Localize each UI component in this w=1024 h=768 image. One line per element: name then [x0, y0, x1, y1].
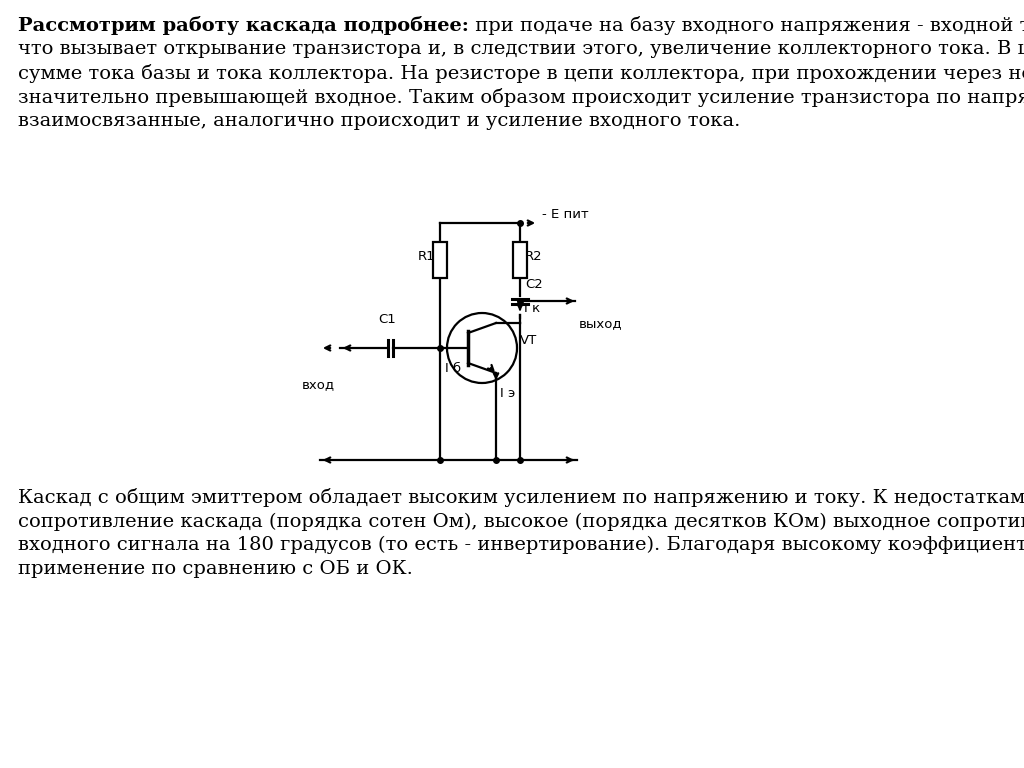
Text: I б: I б — [445, 362, 461, 375]
Text: взаимосвязанные, аналогично происходит и усиление входного тока.: взаимосвязанные, аналогично происходит и… — [18, 112, 740, 130]
Text: применение по сравнению с ОБ и ОК.: применение по сравнению с ОБ и ОК. — [18, 560, 413, 578]
Text: входного сигнала на 180 градусов (то есть - инвертирование). Благодаря высокому : входного сигнала на 180 градусов (то ест… — [18, 536, 1024, 554]
Text: - Е пит: - Е пит — [542, 208, 589, 221]
Text: R1: R1 — [418, 250, 435, 263]
Text: вход: вход — [301, 378, 335, 391]
Text: I к: I к — [524, 302, 540, 315]
Text: Рассмотрим работу каскада подробнее:: Рассмотрим работу каскада подробнее: — [18, 16, 469, 35]
Text: значительно превышающей входное. Таким образом происходит усиление транзистора п: значительно превышающей входное. Таким о… — [18, 88, 1024, 107]
Text: С2: С2 — [525, 278, 543, 291]
Text: С1: С1 — [378, 313, 396, 326]
Bar — [433, 242, 447, 278]
Text: VT: VT — [520, 333, 538, 346]
Text: что вызывает открывание транзистора и, в следствии этого, увеличение коллекторно: что вызывает открывание транзистора и, в… — [18, 40, 1024, 58]
Text: сопротивление каскада (порядка сотен Ом), высокое (порядка десятков КОм) выходно: сопротивление каскада (порядка сотен Ом)… — [18, 512, 1024, 531]
Bar — [513, 242, 527, 278]
Text: выход: выход — [579, 317, 623, 330]
Text: I э: I э — [500, 387, 515, 400]
Text: при подаче на базу входного напряжения - входной ток протекает через переход "ба: при подаче на базу входного напряжения -… — [469, 16, 1024, 35]
Text: R2: R2 — [525, 250, 543, 263]
Text: сумме тока базы и тока коллектора. На резисторе в цепи коллектора, при прохожден: сумме тока базы и тока коллектора. На ре… — [18, 64, 1024, 83]
Text: Каскад с общим эмиттером обладает высоким усилением по напряжению и току. К недо: Каскад с общим эмиттером обладает высоки… — [18, 488, 1024, 507]
